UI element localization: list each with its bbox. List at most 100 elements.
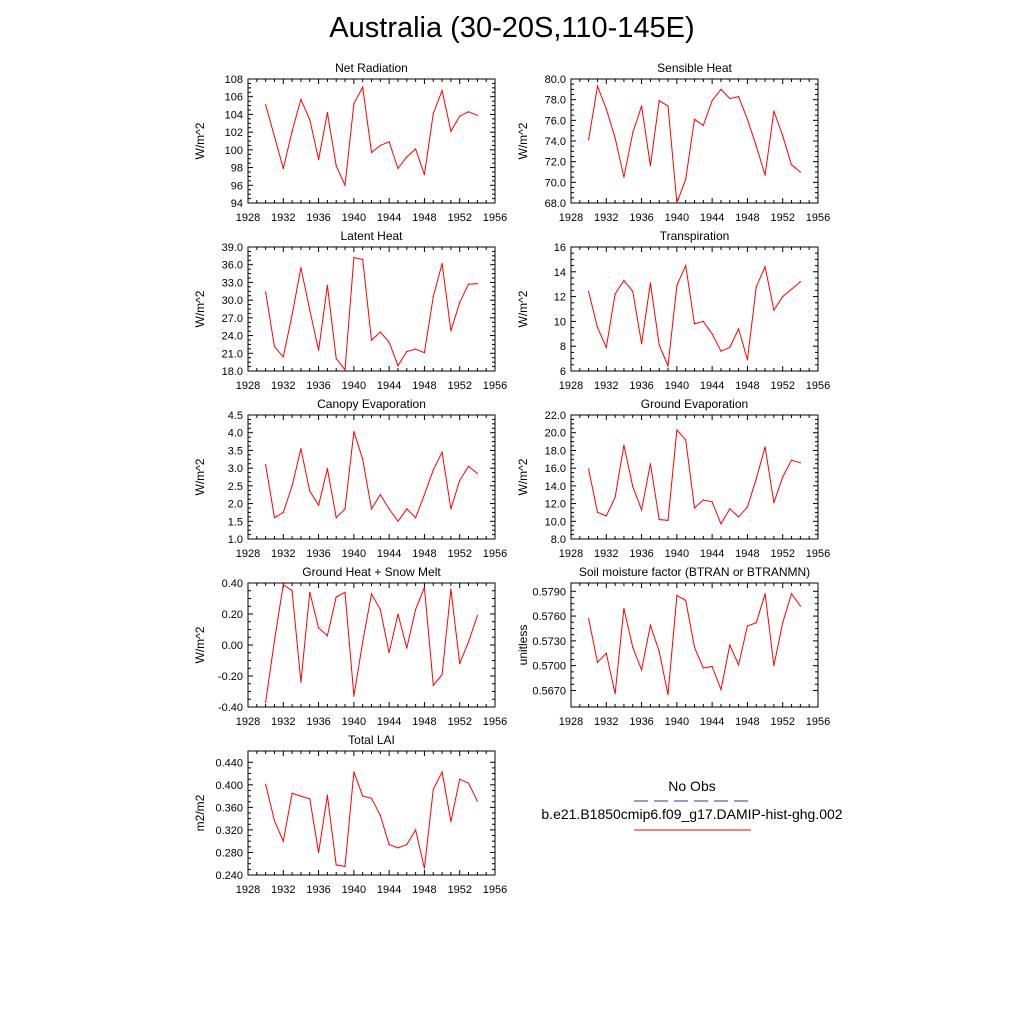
series-line <box>265 256 478 372</box>
data-point <box>397 365 399 367</box>
data-point <box>782 476 784 478</box>
x-tick-label: 1944 <box>377 380 401 392</box>
data-point <box>282 583 284 586</box>
x-tick-label: 1932 <box>271 212 295 224</box>
data-point <box>476 114 478 116</box>
data-point <box>406 508 408 510</box>
data-point <box>782 622 784 624</box>
series-line <box>588 428 801 526</box>
data-point <box>379 608 381 610</box>
data-point <box>423 587 426 589</box>
data-point <box>738 328 740 330</box>
data-point <box>693 507 696 509</box>
y-tick-label: 18.0 <box>545 445 566 457</box>
y-tick-label: 16 <box>554 242 566 254</box>
y-axis-label: W/m^2 <box>193 122 207 159</box>
data-point <box>746 359 749 361</box>
data-point <box>632 486 634 488</box>
y-tick-label: 106 <box>225 92 243 104</box>
data-point <box>467 283 470 285</box>
data-point <box>370 339 373 341</box>
y-tick-label: 18.0 <box>222 366 243 378</box>
data-point <box>441 771 443 773</box>
x-tick-label: 1952 <box>447 548 471 560</box>
data-point <box>282 840 284 842</box>
data-point <box>450 588 452 590</box>
x-tick-label: 1944 <box>700 380 724 392</box>
x-tick-label: 1948 <box>412 380 436 392</box>
y-tick-label: 39.0 <box>222 242 243 254</box>
y-tick-label: 80.0 <box>545 74 566 86</box>
x-tick-label: 1928 <box>236 548 260 560</box>
x-tick-label: 1952 <box>447 716 471 728</box>
data-point <box>415 608 417 610</box>
data-point <box>640 509 643 511</box>
x-tick-label: 1936 <box>306 212 330 224</box>
x-tick-label: 1952 <box>770 380 794 392</box>
data-point <box>746 506 749 508</box>
data-point <box>702 124 704 127</box>
data-point <box>467 641 470 643</box>
y-tick-label: 14 <box>554 267 566 279</box>
y-tick-label: 96 <box>231 180 243 192</box>
y-tick-label: 0.280 <box>215 847 243 859</box>
y-tick-label: -0.20 <box>218 671 243 683</box>
x-tick-label: 1952 <box>770 548 794 560</box>
y-tick-label: 74.0 <box>545 136 566 148</box>
data-point <box>309 490 311 492</box>
x-tick-label: 1948 <box>412 716 436 728</box>
panel-title: Net Radiation <box>335 61 408 75</box>
data-point <box>676 202 678 204</box>
data-point <box>702 320 704 322</box>
data-point <box>397 613 399 615</box>
plot-frame <box>247 750 496 876</box>
y-tick-label: 78.0 <box>545 95 566 107</box>
data-point <box>353 431 355 433</box>
data-point <box>685 439 687 441</box>
x-tick-label: 1928 <box>236 380 260 392</box>
x-tick-label: 1952 <box>447 380 471 392</box>
plot-frame <box>570 246 819 372</box>
x-tick-label: 1944 <box>700 212 724 224</box>
data-point <box>379 144 381 147</box>
data-point <box>265 701 267 703</box>
x-tick-label: 1956 <box>806 380 830 392</box>
data-point <box>755 286 757 288</box>
data-point <box>676 284 678 287</box>
x-tick-label: 1944 <box>377 212 401 224</box>
y-tick-label: 16.0 <box>545 463 566 475</box>
x-tick-label: 1936 <box>629 380 653 392</box>
data-point <box>720 689 722 691</box>
data-point <box>326 794 328 797</box>
y-tick-label: 0.00 <box>222 640 243 652</box>
series-line <box>588 592 801 695</box>
y-tick-label: 8.0 <box>551 534 566 546</box>
x-tick-label: 1940 <box>665 716 689 728</box>
x-tick-label: 1952 <box>447 884 471 896</box>
data-point <box>746 118 749 120</box>
data-point <box>649 282 651 284</box>
x-tick-label: 1940 <box>342 548 366 560</box>
data-point <box>309 119 311 121</box>
data-point <box>720 88 722 90</box>
data-point <box>300 98 302 100</box>
data-point <box>370 593 373 595</box>
y-tick-label: 70.0 <box>545 177 566 189</box>
data-point <box>265 464 267 466</box>
x-tick-label: 1952 <box>770 212 794 224</box>
x-tick-label: 1932 <box>271 548 295 560</box>
data-point <box>459 663 461 665</box>
data-point <box>432 296 434 298</box>
y-tick-label: 108 <box>225 74 243 86</box>
y-tick-label: -0.40 <box>218 702 243 714</box>
data-point <box>596 327 599 329</box>
data-point <box>335 165 337 167</box>
x-tick-label: 1928 <box>236 716 260 728</box>
data-point <box>291 314 293 316</box>
y-tick-label: 0.360 <box>215 802 243 814</box>
data-point <box>362 458 364 460</box>
series-line <box>265 770 478 869</box>
x-tick-label: 1936 <box>629 548 653 560</box>
x-tick-label: 1932 <box>271 716 295 728</box>
x-tick-label: 1948 <box>412 884 436 896</box>
